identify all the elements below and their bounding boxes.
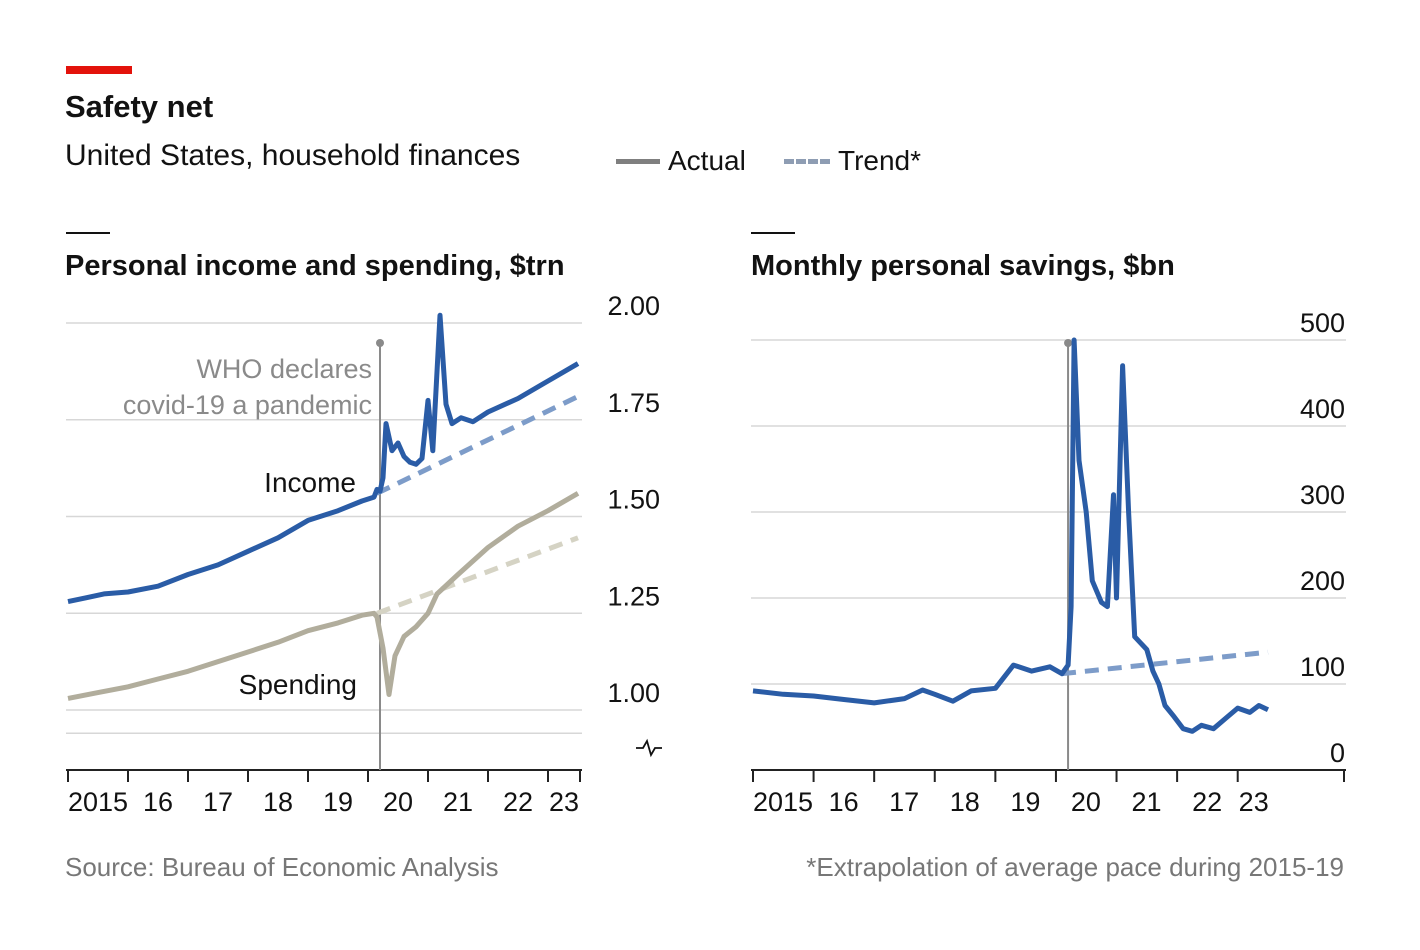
chart1-series-label-income: Income xyxy=(264,467,356,498)
chart2-x-tick-label: 17 xyxy=(889,787,919,817)
chart2-x-tick-label: 18 xyxy=(950,787,980,817)
chart1-x-tick-label: 22 xyxy=(503,787,533,817)
chart2-x-tick-label: 20 xyxy=(1071,787,1101,817)
chart2-x-tick-label: 2015 xyxy=(753,787,813,817)
chart-subtitle: United States, household finances xyxy=(65,139,521,172)
chart2-series-savings-trend-line xyxy=(1061,649,1269,677)
source-note: Source: Bureau of Economic Analysis xyxy=(65,852,499,882)
legend-trend: Trend* xyxy=(784,143,921,179)
chart1-x-tick-label: 19 xyxy=(323,787,353,817)
chart2-x-tick-label: 22 xyxy=(1192,787,1222,817)
chart1-x-tick-label: 2015 xyxy=(68,787,128,817)
chart-title: Safety net xyxy=(65,89,214,124)
legend-actual: Actual xyxy=(616,143,746,179)
chart1-x-tick-label: 18 xyxy=(263,787,293,817)
brand-accent-bar xyxy=(66,66,132,74)
chart1-x-tick-label: 17 xyxy=(203,787,233,817)
chart1-annotation-line: covid-19 a pandemic xyxy=(123,390,372,420)
chart2-y-tick-label: 0 xyxy=(1330,738,1345,768)
chart2-panel-title: Monthly personal savings, $bn xyxy=(751,250,1175,282)
chart1-x-tick-label: 16 xyxy=(143,787,173,817)
chart1-axis-break-symbol xyxy=(636,738,662,758)
chart1-series-spending-line xyxy=(67,491,580,701)
chart2-y-tick-label: 500 xyxy=(1300,308,1345,338)
chart1-annotation-line: WHO declares xyxy=(196,354,372,384)
chart1-series-income-trend-line xyxy=(375,394,580,496)
chart1-series-income-line xyxy=(67,312,580,605)
trend-footnote: *Extrapolation of average pace during 20… xyxy=(806,852,1344,882)
chart2-x-tick-label: 19 xyxy=(1010,787,1040,817)
chart1-y-tick-label: 1.00 xyxy=(607,678,660,708)
legend-actual-swatch xyxy=(616,158,660,164)
chart1-y-tick-label: 1.25 xyxy=(607,581,660,611)
chart2-series-savings-line xyxy=(752,337,1270,734)
chart2-y-tick-label: 400 xyxy=(1300,394,1345,424)
chart1-x-tick-label: 23 xyxy=(549,787,579,817)
chart2-x-tick-label: 23 xyxy=(1239,787,1269,817)
legend-trend-label: Trend* xyxy=(838,145,922,176)
chart1-y-tick-label: 1.75 xyxy=(607,388,660,418)
chart1-x-tick-label: 21 xyxy=(443,787,473,817)
chart1-y-tick-label: 2.00 xyxy=(607,291,660,321)
chart1-series-label-spending: Spending xyxy=(239,669,357,700)
chart2-x-tick-label: 21 xyxy=(1132,787,1162,817)
chart1-series-spending-trend-line xyxy=(376,535,579,616)
charts-canvas: Personal income and spending, $trn 1.00 1.… xyxy=(65,232,1346,817)
chart2-y-tick-label: 100 xyxy=(1300,652,1345,682)
chart1-y-tick-label: 1.50 xyxy=(607,485,660,515)
chart1-x-tick-label: 20 xyxy=(383,787,413,817)
chart2-pandemic-marker-dot xyxy=(1064,339,1073,347)
chart1-panel-title: Personal income and spending, $trn xyxy=(65,250,565,282)
chart2-y-tick-label: 200 xyxy=(1300,566,1345,596)
legend-trend-swatch xyxy=(784,158,830,164)
chart2-x-tick-label: 16 xyxy=(829,787,859,817)
legend-actual-label: Actual xyxy=(668,145,746,176)
chart2-y-tick-label: 300 xyxy=(1300,480,1345,510)
chart1-pandemic-marker-dot xyxy=(376,339,384,347)
